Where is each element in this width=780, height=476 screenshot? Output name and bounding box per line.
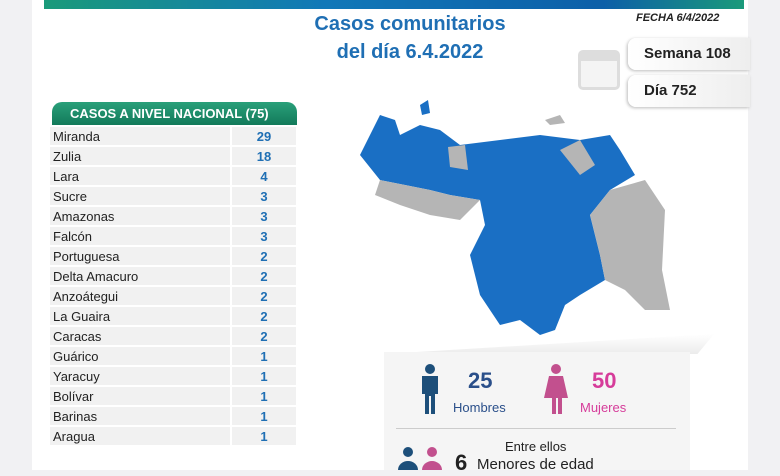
woman-icon <box>544 364 568 414</box>
state-name: Yaracuy <box>50 367 230 387</box>
week-badge: Semana 108 <box>628 38 750 70</box>
case-count: 2 <box>232 327 296 347</box>
case-count: 1 <box>232 387 296 407</box>
state-name: Guárico <box>50 347 230 367</box>
case-count: 29 <box>232 127 296 147</box>
case-count: 1 <box>232 427 296 447</box>
table-row: Miranda 29 <box>50 127 296 147</box>
case-count: 1 <box>232 407 296 427</box>
state-name: La Guaira <box>50 307 230 327</box>
case-count: 2 <box>232 247 296 267</box>
table-row: Bolívar 1 <box>50 387 296 407</box>
state-name: Bolívar <box>50 387 230 407</box>
minors-icon <box>398 447 442 470</box>
state-name: Zulia <box>50 147 230 167</box>
state-name: Anzoátegui <box>50 287 230 307</box>
table-row: Delta Amacuro 2 <box>50 267 296 287</box>
case-count: 2 <box>232 307 296 327</box>
table-row: Caracas 2 <box>50 327 296 347</box>
case-count: 3 <box>232 227 296 247</box>
case-count: 2 <box>232 267 296 287</box>
date-label: FECHA 6/4/2022 <box>636 12 720 24</box>
table-row: Falcón 3 <box>50 227 296 247</box>
state-name: Aragua <box>50 427 230 447</box>
case-count: 2 <box>232 287 296 307</box>
table-row: Guárico 1 <box>50 347 296 367</box>
table-row: Lara 4 <box>50 167 296 187</box>
man-icon <box>422 364 438 414</box>
state-name: Barinas <box>50 407 230 427</box>
title-line1: Casos comunitarios <box>314 13 506 35</box>
page-title: Casos comunitarios del día 6.4.2022 <box>280 10 540 66</box>
table-row: Yaracuy 1 <box>50 367 296 387</box>
day-badge: Día 752 <box>628 75 750 107</box>
state-name: Portuguesa <box>50 247 230 267</box>
case-count: 1 <box>232 347 296 367</box>
venezuela-map <box>360 100 670 335</box>
state-name: Falcón <box>50 227 230 247</box>
state-name: Lara <box>50 167 230 187</box>
title-line2: del día 6.4.2022 <box>336 41 484 63</box>
case-count: 1 <box>232 367 296 387</box>
state-name: Sucre <box>50 187 230 207</box>
table-row: Zulia 18 <box>50 147 296 167</box>
men-count: 25 <box>468 368 493 393</box>
table-row: Sucre 3 <box>50 187 296 207</box>
cases-table: Miranda 29 Zulia 18 Lara 4 Sucre 3 Amazonas 3 Falc… <box>50 127 296 447</box>
state-name: Delta Amacuro <box>50 267 230 287</box>
case-count: 3 <box>232 207 296 227</box>
state-name: Amazonas <box>50 207 230 227</box>
women-count: 50 <box>592 368 617 393</box>
women-label: Mujeres <box>580 400 627 415</box>
map-region-gray <box>590 180 670 310</box>
table-row: Aragua 1 <box>50 427 296 447</box>
state-name: Caracas <box>50 327 230 347</box>
calendar-icon <box>578 50 620 90</box>
case-count: 18 <box>232 147 296 167</box>
minors-label: Menores de edad <box>477 456 594 473</box>
case-count: 4 <box>232 167 296 187</box>
table-row: Barinas 1 <box>50 407 296 427</box>
case-count: 3 <box>232 187 296 207</box>
table-title: CASOS A NIVEL NACIONAL (75) <box>52 102 297 125</box>
map-region-blue <box>360 115 635 335</box>
table-row: La Guaira 2 <box>50 307 296 327</box>
men-label: Hombres <box>453 400 506 415</box>
table-row: Portuguesa 2 <box>50 247 296 267</box>
header-banner <box>44 0 744 9</box>
minors-intro: Entre ellos <box>505 439 567 454</box>
table-row: Amazonas 3 <box>50 207 296 227</box>
state-name: Miranda <box>50 127 230 147</box>
divider <box>396 428 676 429</box>
table-row: Anzoátegui 2 <box>50 287 296 307</box>
minors-count: 6 <box>455 450 468 475</box>
